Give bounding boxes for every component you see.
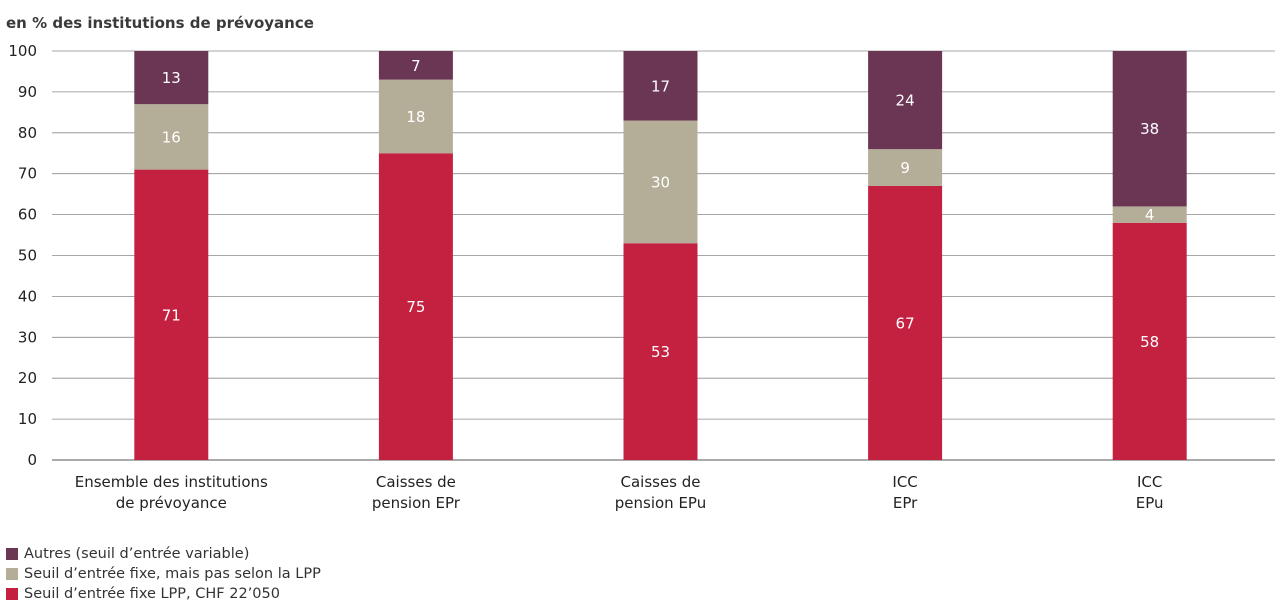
bar-1-seuil-d-entr-e-fixe-mais-pas-selon-la-lpp [378, 79, 453, 154]
data-label-1-seuil-d-entr-e-fixe-mais-pas-selon-la-lpp: 18 [406, 108, 425, 126]
data-label-2-seuil-d-entr-e-fixe-lpp-chf-22-050: 53 [651, 343, 670, 361]
bar-0-seuil-d-entr-e-fixe-lpp-chf-22-050 [134, 169, 209, 461]
y-tick-label-0: 0 [27, 451, 37, 469]
x-tick-label-0-1: de prévoyance [116, 494, 227, 512]
y-tick-label-80: 80 [18, 124, 37, 142]
x-tick-label-4-0: ICC [1137, 473, 1162, 491]
data-label-2-autres-seuil-d-entr-e-variable: 17 [651, 77, 670, 95]
bar-4-autres-seuil-d-entr-e-variable [1112, 51, 1187, 207]
y-tick-label-100: 100 [8, 42, 37, 60]
x-tick-label-2-0: Caisses de [620, 473, 700, 491]
data-label-0-autres-seuil-d-entr-e-variable: 13 [162, 69, 181, 87]
data-label-0-seuil-d-entr-e-fixe-mais-pas-selon-la-lpp: 16 [162, 128, 181, 146]
bar-2-seuil-d-entr-e-fixe-lpp-chf-22-050 [623, 243, 698, 460]
data-label-1-seuil-d-entr-e-fixe-lpp-chf-22-050: 75 [406, 298, 425, 316]
legend-label-seuil-fixe-lpp: Seuil d’entrée fixe LPP, CHF 22’050 [24, 586, 280, 602]
data-label-4-autres-seuil-d-entr-e-variable: 38 [1140, 120, 1159, 138]
bar-3-seuil-d-entr-e-fixe-mais-pas-selon-la-lpp [868, 149, 943, 186]
y-tick-label-70: 70 [18, 165, 37, 183]
data-label-3-seuil-d-entr-e-fixe-lpp-chf-22-050: 67 [896, 314, 915, 332]
stacked-bar-chart: 0 10 20 30 40 50 60 70 80 90 100 71 16 13 Ensemble des… [8, 42, 1275, 512]
data-label-3-seuil-d-entr-e-fixe-mais-pas-selon-la-lpp: 9 [900, 159, 910, 177]
x-tick-label-4-1: EPu [1136, 494, 1164, 512]
x-tick-label-1-1: pension EPr [372, 494, 461, 512]
legend-label-autres: Autres (seuil d’entrée variable) [24, 546, 250, 562]
bar-0-autres-seuil-d-entr-e-variable [134, 51, 209, 105]
bar-4-seuil-d-entr-e-fixe-lpp-chf-22-050 [1112, 222, 1187, 460]
bar-0-seuil-d-entr-e-fixe-mais-pas-selon-la-lpp [134, 104, 209, 170]
bar-3-seuil-d-entr-e-fixe-lpp-chf-22-050 [868, 185, 943, 460]
bar-3-autres-seuil-d-entr-e-variable [868, 51, 943, 150]
chart-title: en % des institutions de prévoyance [6, 14, 314, 32]
data-label-0-seuil-d-entr-e-fixe-lpp-chf-22-050: 71 [162, 306, 181, 324]
chart-legend: Autres (seuil d’entrée variable) Seuil d… [6, 544, 321, 604]
data-label-3-autres-seuil-d-entr-e-variable: 24 [896, 92, 915, 110]
legend-item-seuil-fixe-non-lpp: Seuil d’entrée fixe, mais pas selon la L… [6, 564, 321, 584]
bar-2-autres-seuil-d-entr-e-variable [623, 51, 698, 121]
x-tick-label-0-0: Ensemble des institutions [75, 473, 268, 491]
bar-1-autres-seuil-d-entr-e-variable [378, 51, 453, 80]
y-tick-label-20: 20 [18, 369, 37, 387]
data-label-4-seuil-d-entr-e-fixe-mais-pas-selon-la-lpp: 4 [1145, 206, 1155, 224]
legend-item-seuil-fixe-lpp: Seuil d’entrée fixe LPP, CHF 22’050 [6, 584, 321, 604]
data-label-1-autres-seuil-d-entr-e-variable: 7 [411, 57, 421, 75]
x-tick-label-3-0: ICC [892, 473, 917, 491]
y-tick-label-50: 50 [18, 247, 37, 265]
legend-swatch-seuil-fixe-lpp [6, 588, 18, 600]
x-tick-label-2-1: pension EPu [615, 494, 706, 512]
y-tick-label-40: 40 [18, 287, 37, 305]
bar-2-seuil-d-entr-e-fixe-mais-pas-selon-la-lpp [623, 120, 698, 244]
y-tick-label-90: 90 [18, 83, 37, 101]
bar-4-seuil-d-entr-e-fixe-mais-pas-selon-la-lpp [1112, 206, 1187, 223]
legend-item-autres: Autres (seuil d’entrée variable) [6, 544, 321, 564]
x-tick-label-1-0: Caisses de [376, 473, 456, 491]
legend-label-seuil-fixe-non-lpp: Seuil d’entrée fixe, mais pas selon la L… [24, 566, 321, 582]
legend-swatch-autres [6, 548, 18, 560]
y-tick-label-30: 30 [18, 328, 37, 346]
data-label-4-seuil-d-entr-e-fixe-lpp-chf-22-050: 58 [1140, 333, 1159, 351]
x-tick-label-3-1: EPr [893, 494, 918, 512]
legend-swatch-seuil-fixe-non-lpp [6, 568, 18, 580]
y-tick-label-60: 60 [18, 206, 37, 224]
bar-1-seuil-d-entr-e-fixe-lpp-chf-22-050 [378, 153, 453, 460]
data-label-2-seuil-d-entr-e-fixe-mais-pas-selon-la-lpp: 30 [651, 173, 670, 191]
y-tick-label-10: 10 [18, 410, 37, 428]
